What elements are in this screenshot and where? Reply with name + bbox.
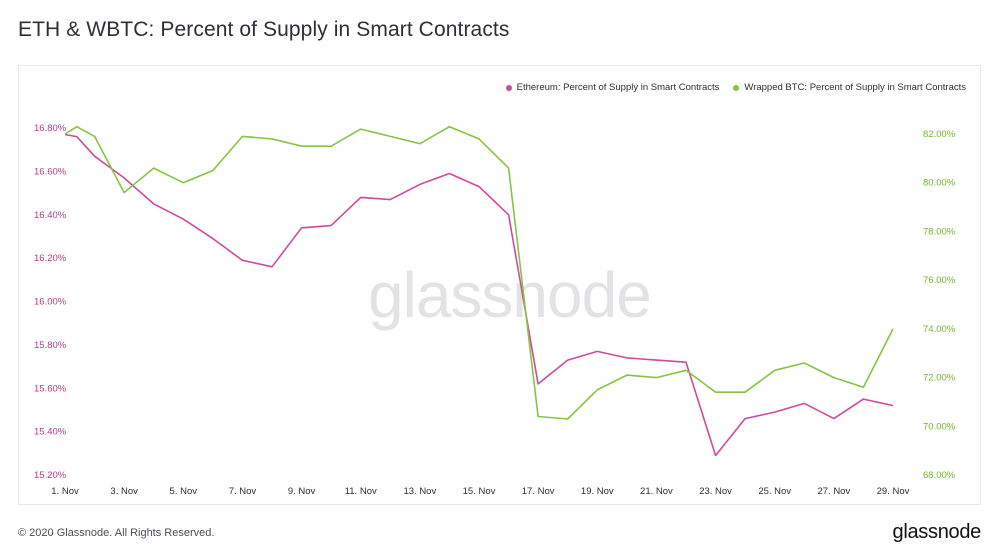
y-left-tick-label: 15.20%: [34, 470, 67, 481]
y-axis-right: 68.00% 70.00% 72.00% 74.00% 76.00% 78.00% 80.0…: [923, 129, 956, 481]
y-left-tick-label: 16.60%: [34, 166, 67, 177]
x-tick-label: 17. Nov: [522, 486, 555, 497]
x-tick-label: 15. Nov: [463, 486, 496, 497]
y-left-tick-label: 16.80%: [34, 123, 67, 134]
x-tick-label: 7. Nov: [229, 486, 257, 497]
chart-frame: [18, 65, 981, 505]
y-right-tick-label: 78.00%: [923, 226, 956, 237]
y-right-tick-label: 70.00%: [923, 421, 956, 432]
y-right-tick-label: 74.00%: [923, 324, 956, 335]
legend-item-eth[interactable]: Ethereum: Percent of Supply in Smart Con…: [505, 82, 720, 93]
x-tick-label: 5. Nov: [170, 486, 198, 497]
y-right-tick-label: 80.00%: [923, 178, 956, 189]
x-tick-label: 27. Nov: [817, 486, 850, 497]
y-left-tick-label: 16.20%: [34, 253, 67, 264]
page-title: ETH & WBTC: Percent of Supply in Smart C…: [18, 18, 510, 41]
x-tick-label: 1. Nov: [51, 486, 79, 497]
legend-dot-wbtc: [733, 84, 740, 91]
series-line-wbtc[interactable]: [64, 125, 894, 420]
footer-copyright: © 2020 Glassnode. All Rights Reserved.: [18, 527, 215, 539]
y-left-tick-label: 15.80%: [34, 340, 67, 351]
y-right-tick-label: 82.00%: [923, 129, 956, 140]
x-tick-label: 11. Nov: [345, 486, 377, 497]
series-lines: [64, 125, 894, 457]
y-left-tick-label: 15.40%: [34, 427, 67, 438]
y-right-tick-label: 76.00%: [923, 275, 956, 286]
y-right-tick-label: 68.00%: [923, 470, 956, 481]
x-tick-label: 23. Nov: [699, 486, 732, 497]
y-left-tick-label: 16.00%: [34, 297, 67, 308]
y-axis-left: 15.20% 15.40% 15.60% 15.80% 16.00% 16.20% 16.4…: [34, 123, 67, 481]
legend-label-eth: Ethereum: Percent of Supply in Smart Con…: [516, 82, 720, 93]
y-left-tick-label: 16.40%: [34, 210, 67, 221]
legend-item-wbtc[interactable]: Wrapped BTC: Percent of Supply in Smart …: [733, 82, 966, 93]
x-tick-label: 3. Nov: [110, 486, 138, 497]
x-tick-label: 25. Nov: [758, 486, 791, 497]
y-left-tick-label: 15.60%: [34, 383, 67, 394]
series-line-eth[interactable]: [64, 133, 894, 457]
legend-label-wbtc: Wrapped BTC: Percent of Supply in Smart …: [744, 82, 966, 93]
footer-logo[interactable]: glassnode: [892, 521, 982, 543]
x-tick-label: 21. Nov: [640, 486, 673, 497]
x-tick-label: 19. Nov: [581, 486, 614, 497]
x-axis: 1. Nov 3. Nov 5. Nov 7. Nov 9. Nov 11. Nov 13.…: [51, 486, 909, 497]
x-tick-label: 29. Nov: [877, 486, 910, 497]
watermark: glassnode: [368, 259, 652, 331]
chart-legend: Ethereum: Percent of Supply in Smart Con…: [505, 82, 966, 93]
y-right-tick-label: 72.00%: [923, 373, 956, 384]
x-tick-label: 13. Nov: [403, 486, 436, 497]
x-tick-label: 9. Nov: [288, 486, 316, 497]
legend-dot-eth: [505, 84, 512, 91]
